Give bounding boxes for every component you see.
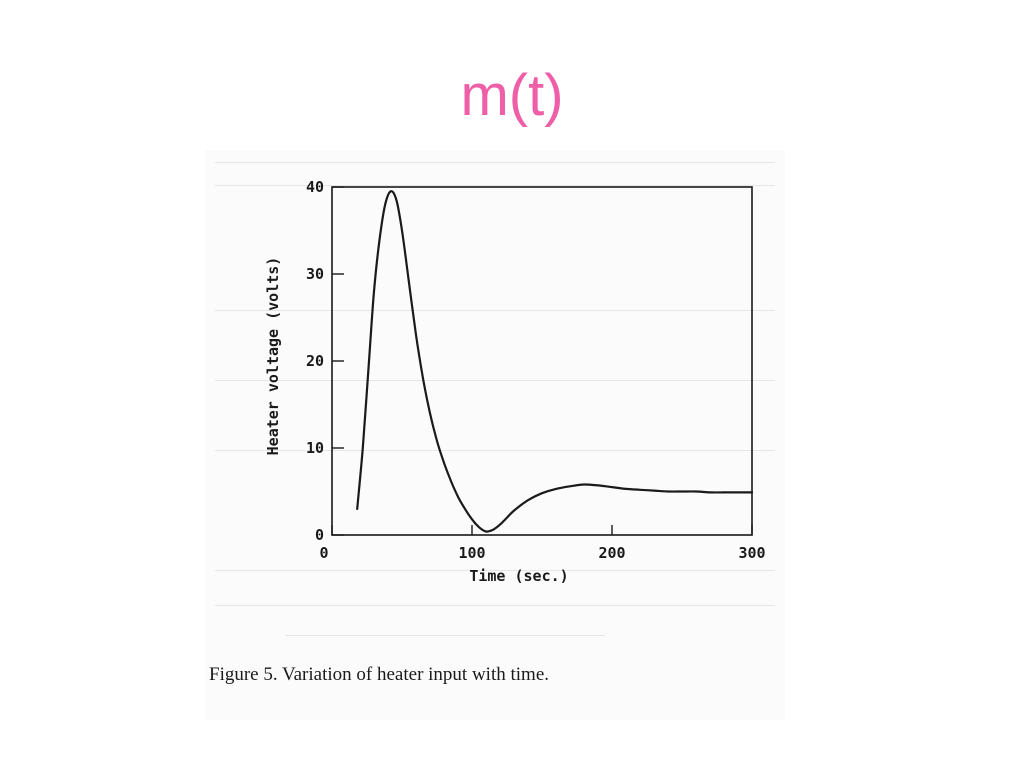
y-tick-label: 30 [306, 265, 324, 283]
x-axis-label: Time (sec.) [469, 567, 568, 585]
y-tick-label: 10 [306, 439, 324, 457]
faded-text-line [215, 162, 775, 163]
x-tick-label: 200 [598, 544, 625, 562]
x-axis-ticks: 0 100 200 300 [319, 525, 766, 562]
plot-frame [331, 186, 753, 536]
faded-text-line [215, 605, 775, 606]
y-tick-label: 40 [306, 178, 324, 196]
faded-text-line [215, 570, 775, 571]
slide-title: m(t) [460, 63, 564, 128]
faded-text-line [215, 450, 775, 451]
y-axis-ticks: 0 10 20 30 40 [306, 178, 344, 544]
faded-text-line [215, 380, 775, 381]
faded-text-line [215, 310, 775, 311]
faded-text-line [215, 185, 775, 186]
x-tick-label: 100 [458, 544, 485, 562]
x-tick-label: 0 [319, 544, 328, 562]
y-tick-label: 0 [315, 526, 324, 544]
faded-text-line [285, 635, 605, 636]
x-tick-label: 300 [738, 544, 765, 562]
series-line-heater-voltage [356, 190, 754, 533]
y-axis-label: Heater voltage (volts) [264, 257, 282, 456]
y-tick-label: 20 [306, 352, 324, 370]
figure-caption: Figure 5. Variation of heater input with… [209, 664, 549, 685]
scanned-page [205, 150, 785, 720]
